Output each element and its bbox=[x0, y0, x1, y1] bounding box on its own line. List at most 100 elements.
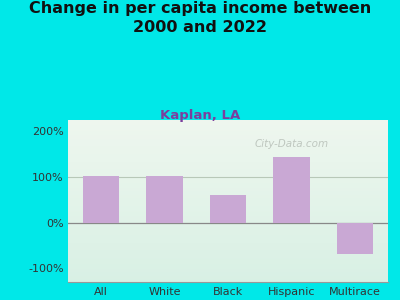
Bar bbox=[68, 173, 388, 175]
Bar bbox=[68, 175, 388, 177]
Bar bbox=[68, 167, 388, 169]
Bar bbox=[68, 214, 388, 216]
Bar bbox=[68, 190, 388, 191]
Text: Kaplan, LA: Kaplan, LA bbox=[160, 110, 240, 122]
Bar bbox=[68, 151, 388, 152]
Bar bbox=[68, 264, 388, 266]
Bar bbox=[68, 164, 388, 165]
Bar bbox=[68, 250, 388, 251]
Bar bbox=[68, 200, 388, 201]
Bar bbox=[68, 259, 388, 261]
Bar bbox=[68, 230, 388, 232]
Bar bbox=[68, 198, 388, 200]
Bar bbox=[68, 253, 388, 254]
Bar bbox=[68, 216, 388, 217]
Bar bbox=[68, 180, 388, 182]
Bar bbox=[68, 211, 388, 212]
Bar bbox=[68, 271, 388, 272]
Bar bbox=[68, 279, 388, 280]
Bar bbox=[68, 222, 388, 224]
Bar bbox=[68, 212, 388, 214]
Bar bbox=[82, 176, 119, 223]
Bar bbox=[68, 225, 388, 227]
Bar bbox=[68, 243, 388, 245]
Bar bbox=[68, 220, 388, 222]
Bar bbox=[68, 143, 388, 144]
Bar bbox=[68, 156, 388, 157]
Bar bbox=[68, 201, 388, 202]
Bar bbox=[68, 152, 388, 154]
Bar bbox=[68, 131, 388, 133]
Bar bbox=[68, 185, 388, 186]
Bar bbox=[68, 227, 388, 229]
Text: Change in per capita income between
2000 and 2022: Change in per capita income between 2000… bbox=[29, 2, 371, 35]
Bar bbox=[68, 196, 388, 198]
Bar bbox=[68, 274, 388, 275]
Bar bbox=[68, 148, 388, 149]
Bar bbox=[210, 195, 246, 223]
Bar bbox=[68, 123, 388, 125]
Bar bbox=[68, 133, 388, 135]
Bar bbox=[68, 267, 388, 269]
Bar bbox=[68, 154, 388, 156]
Bar bbox=[68, 169, 388, 170]
Bar bbox=[68, 186, 388, 188]
Bar bbox=[68, 178, 388, 180]
Bar bbox=[68, 182, 388, 183]
Bar bbox=[68, 162, 388, 164]
Bar bbox=[68, 254, 388, 256]
Bar bbox=[68, 251, 388, 253]
Bar bbox=[68, 237, 388, 238]
Bar bbox=[68, 229, 388, 230]
Bar bbox=[68, 240, 388, 242]
Bar bbox=[68, 232, 388, 233]
Bar bbox=[68, 136, 388, 138]
Bar bbox=[68, 238, 388, 240]
Bar bbox=[68, 138, 388, 140]
Bar bbox=[68, 157, 388, 159]
Bar bbox=[68, 204, 388, 206]
Bar bbox=[68, 159, 388, 160]
Bar bbox=[68, 141, 388, 143]
Bar bbox=[68, 269, 388, 271]
Bar bbox=[68, 272, 388, 274]
Bar bbox=[68, 280, 388, 282]
Bar bbox=[68, 144, 388, 146]
Bar bbox=[68, 172, 388, 173]
Bar bbox=[68, 219, 388, 220]
Bar bbox=[68, 277, 388, 279]
Bar bbox=[68, 202, 388, 204]
Bar bbox=[68, 183, 388, 185]
Bar bbox=[68, 235, 388, 237]
Bar bbox=[68, 258, 388, 259]
Bar bbox=[68, 170, 388, 172]
Bar bbox=[68, 266, 388, 267]
Bar bbox=[68, 233, 388, 235]
Bar bbox=[68, 245, 388, 246]
Bar bbox=[68, 275, 388, 277]
Bar bbox=[68, 128, 388, 130]
Bar bbox=[68, 206, 388, 208]
Bar bbox=[68, 194, 388, 196]
Bar bbox=[68, 242, 388, 243]
Bar bbox=[68, 217, 388, 219]
Bar bbox=[68, 262, 388, 264]
Bar bbox=[68, 208, 388, 209]
Bar bbox=[68, 125, 388, 127]
Bar bbox=[337, 223, 374, 254]
Bar bbox=[68, 130, 388, 131]
Bar bbox=[68, 127, 388, 128]
Bar bbox=[68, 256, 388, 258]
Bar bbox=[68, 140, 388, 141]
Bar bbox=[68, 165, 388, 167]
Bar bbox=[68, 246, 388, 248]
Bar bbox=[146, 176, 183, 223]
Text: City-Data.com: City-Data.com bbox=[255, 139, 329, 149]
Bar bbox=[68, 122, 388, 123]
Bar bbox=[68, 120, 388, 122]
Bar bbox=[68, 160, 388, 162]
Bar bbox=[68, 177, 388, 178]
Bar bbox=[68, 261, 388, 262]
Bar bbox=[68, 224, 388, 225]
Bar bbox=[68, 135, 388, 136]
